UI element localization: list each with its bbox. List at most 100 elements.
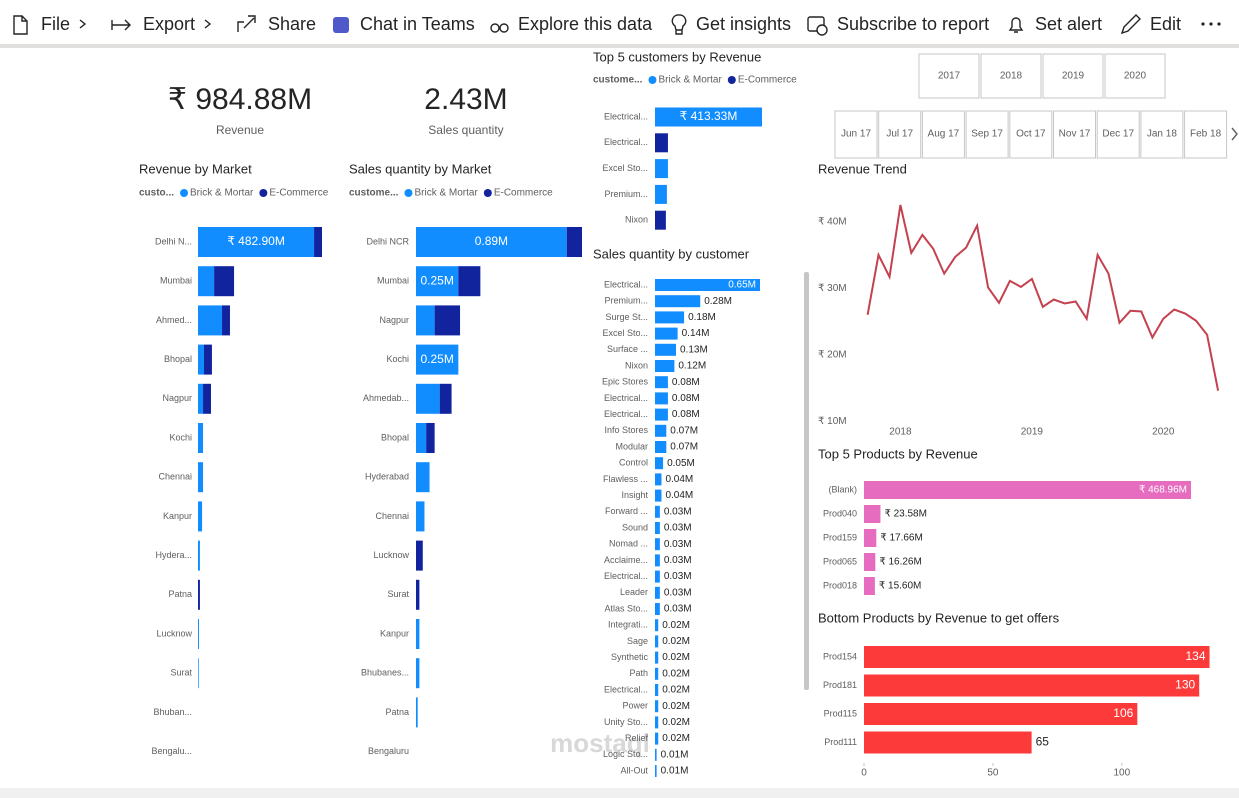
category-label: Prod065 [823, 556, 857, 566]
year-slicer-box[interactable] [1104, 53, 1166, 99]
month-slicer-box[interactable] [921, 110, 965, 159]
category-label: Bengaluru [368, 746, 409, 756]
slicer-next[interactable] [1231, 127, 1238, 141]
month-slicer-box[interactable] [1053, 110, 1096, 159]
month-slicer-box[interactable] [1184, 110, 1228, 159]
category-label: Nagpur [379, 315, 409, 325]
toolbar-button[interactable]: Chat in Teams [360, 14, 475, 34]
bar [655, 279, 760, 291]
category-label: Electrical... [604, 279, 648, 289]
data-label: 0.03M [664, 539, 692, 550]
bar [655, 765, 657, 777]
category-label: Nomad ... [609, 539, 648, 549]
chart-title: Revenue Trend [818, 161, 907, 176]
category-label: Ahmed... [156, 315, 192, 325]
watermark: mostaql [550, 728, 650, 758]
bar [864, 703, 1138, 725]
more-icon[interactable] [1201, 22, 1221, 26]
data-label: 0.08M [672, 393, 700, 404]
bar-segment [416, 540, 423, 571]
toolbar-button[interactable]: Explore this data [518, 14, 653, 34]
kpi-value: ₹ 984.88M [168, 83, 312, 116]
year-slicer-box[interactable] [980, 53, 1042, 99]
bar [655, 505, 660, 518]
month-slicer-box[interactable] [965, 110, 1009, 159]
category-label: (Blank) [828, 484, 857, 494]
bar-segment [416, 383, 440, 414]
data-label: ₹ 482.90M [227, 234, 285, 248]
scrollbar[interactable] [804, 272, 809, 690]
toolbar-button[interactable]: Subscribe to report [837, 14, 989, 34]
category-label: Sage [627, 636, 648, 646]
bar [864, 529, 877, 547]
toolbar-button[interactable]: File [41, 14, 70, 34]
chart-title: Top 5 Products by Revenue [818, 446, 978, 461]
insights-icon [671, 14, 687, 35]
bar-segment [416, 619, 420, 649]
bar [655, 311, 685, 324]
category-label: Electrical... [604, 409, 648, 419]
toolbar-button[interactable]: Set alert [1035, 14, 1102, 34]
category-label: Prod040 [823, 508, 857, 518]
bar [655, 392, 668, 405]
bar [655, 748, 657, 761]
month-slicer-label: Aug 17 [928, 129, 960, 140]
bar [864, 646, 1210, 668]
toolbar-button[interactable]: Export [143, 14, 195, 34]
toolbar-button[interactable]: Edit [1150, 14, 1181, 34]
month-slicer-box[interactable] [1140, 110, 1184, 159]
category-label: Sound [622, 522, 648, 532]
y-tick-label: ₹ 30M [818, 283, 847, 294]
month-slicer-label: Oct 17 [1016, 129, 1046, 140]
category-label: Chennai [158, 472, 192, 482]
bar [655, 360, 675, 372]
category-label: Kochi [169, 432, 192, 442]
data-label: ₹ 23.58M [884, 509, 927, 520]
bar-segment [434, 305, 461, 336]
data-label: 0.14M [682, 328, 710, 339]
month-slicer-box[interactable] [878, 110, 922, 159]
bar [655, 489, 662, 502]
y-tick-label: ₹ 40M [818, 216, 847, 227]
month-slicer-box[interactable] [1009, 110, 1053, 159]
bar-segment [198, 344, 205, 375]
x-tick-label: 2020 [1152, 427, 1175, 438]
bar-segment [439, 383, 452, 414]
year-slicer-box[interactable] [918, 53, 980, 99]
category-label: Surat [170, 668, 192, 678]
bar-segment [416, 266, 459, 297]
data-label: ₹ 413.33M [680, 109, 738, 123]
data-label: 0.02M [662, 668, 690, 679]
data-label: 0.28M [704, 296, 732, 307]
toolbar-button[interactable]: Get insights [696, 14, 791, 34]
toolbar-button[interactable]: Share [268, 14, 316, 34]
data-label: 0.02M [662, 717, 690, 728]
legend-label: Brick & Mortar [190, 188, 254, 199]
category-label: Prod154 [823, 651, 857, 661]
month-slicer-box[interactable] [834, 110, 878, 159]
data-label: 0.25M [420, 352, 453, 366]
data-label: 0.07M [670, 442, 698, 453]
bar-segment [416, 227, 567, 257]
legend-marker [404, 189, 413, 197]
category-label: Excel Sto... [602, 328, 648, 338]
data-label: 0.05M [667, 458, 695, 469]
category-label: Bhubanes... [361, 668, 409, 678]
bar [655, 295, 701, 308]
bar-segment [416, 344, 459, 375]
kpi-label: Sales quantity [428, 123, 503, 137]
category-label: Bhuban... [153, 707, 192, 717]
footer-strip [0, 788, 1239, 798]
year-slicer-box[interactable] [1042, 53, 1104, 99]
data-label: 0.02M [662, 652, 690, 663]
legend-marker [483, 189, 492, 197]
data-label: 0.25M [420, 273, 453, 287]
legend-label: Brick & Mortar [414, 188, 478, 199]
category-label: Surat [387, 589, 409, 599]
legend-marker [180, 189, 189, 197]
category-label: Bengalu... [151, 746, 192, 756]
data-label: 0.02M [662, 701, 690, 712]
bar-segment [198, 619, 199, 649]
month-slicer-box[interactable] [1096, 110, 1140, 159]
